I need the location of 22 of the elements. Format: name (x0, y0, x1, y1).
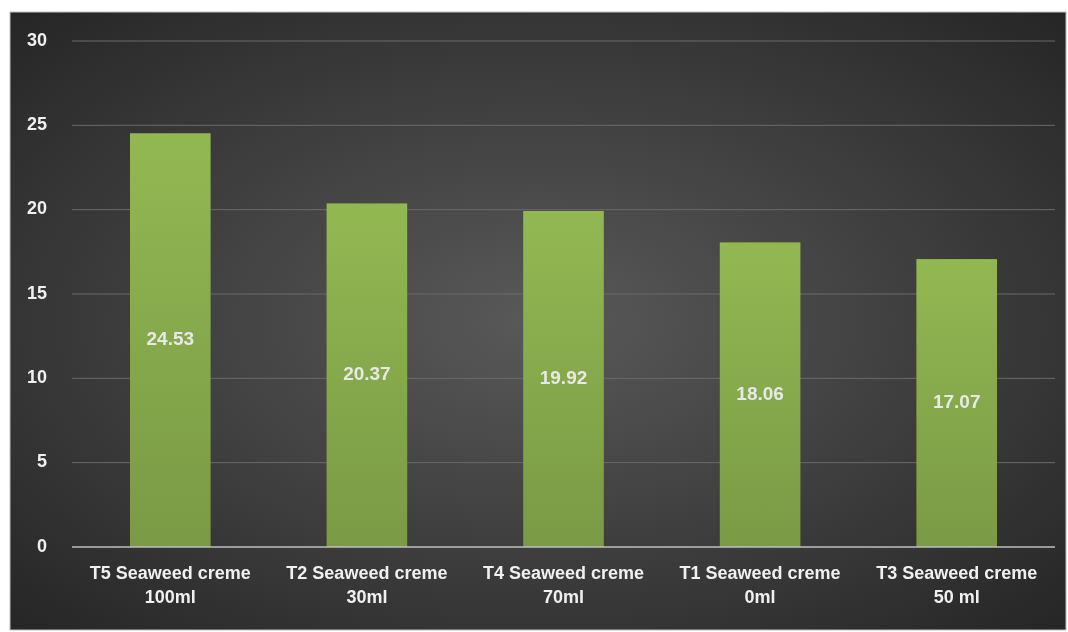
data-label: 18.06 (736, 382, 784, 404)
y-tick-label: 5 (36, 451, 47, 472)
data-label: 17.07 (932, 391, 981, 413)
bar (326, 203, 408, 547)
bar (916, 259, 997, 547)
x-tick-label: T4 Seaweed creme 70ml (482, 563, 645, 607)
bar (523, 211, 604, 547)
bar (130, 133, 211, 547)
y-tick-label: 10 (26, 367, 47, 388)
x-tick-label: T1 Seaweed creme 0ml (679, 563, 841, 607)
data-label: 20.37 (343, 363, 391, 385)
x-tick-label: T3 Seaweed creme 50 ml (876, 563, 1038, 607)
y-tick-label: 30 (26, 29, 47, 50)
y-tick-label: 25 (26, 114, 47, 135)
data-label: 24.53 (146, 328, 195, 350)
y-tick-label: 0 (36, 535, 47, 556)
y-tick-label: 20 (26, 198, 47, 219)
x-tick-label: T2 Seaweed creme 30ml (286, 563, 448, 607)
data-label: 19.92 (539, 367, 588, 389)
bar (719, 242, 801, 547)
x-tick-label: T5 Seaweed creme 100ml (89, 563, 251, 607)
y-tick-label: 15 (26, 282, 47, 303)
